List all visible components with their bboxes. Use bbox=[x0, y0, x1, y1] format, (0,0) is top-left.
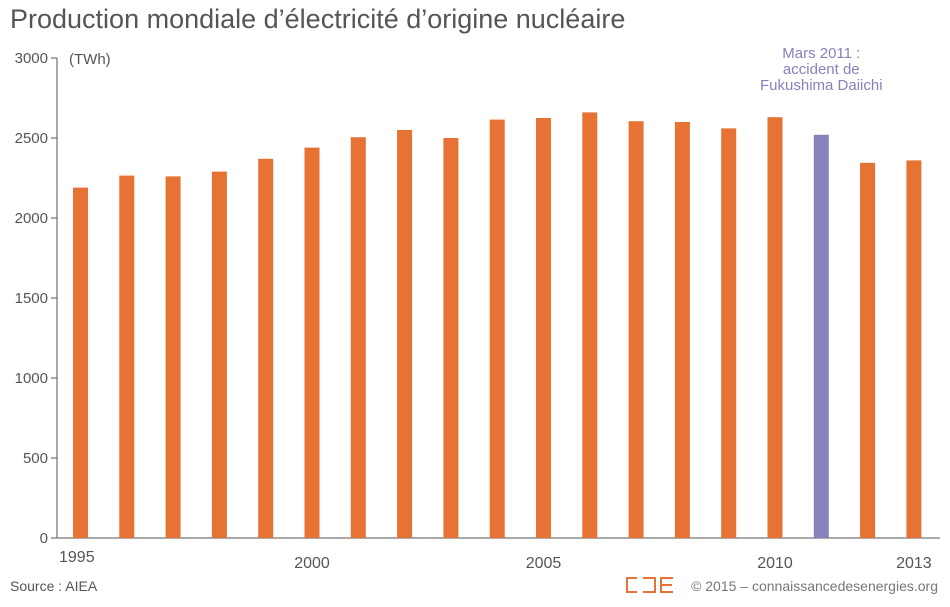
bar bbox=[165, 176, 181, 538]
x-tick-label: 2005 bbox=[526, 555, 562, 572]
x-tick-label: 2013 bbox=[896, 555, 932, 572]
bar bbox=[767, 117, 783, 538]
copyright-note: © 2015 – connaissancedesenergies.org bbox=[691, 578, 938, 594]
bar bbox=[582, 112, 598, 539]
y-tick-label: 2000 bbox=[15, 210, 48, 227]
bar bbox=[628, 121, 644, 538]
source-note: Source : AIEA bbox=[10, 578, 98, 594]
bar bbox=[536, 118, 551, 538]
bar bbox=[721, 128, 737, 538]
bar bbox=[443, 138, 459, 538]
bar bbox=[73, 187, 88, 538]
y-tick-label: 1500 bbox=[15, 290, 48, 307]
bar bbox=[397, 130, 413, 538]
annotation-line: accident de bbox=[783, 61, 860, 78]
bars-group bbox=[73, 112, 922, 539]
y-unit-label: (TWh) bbox=[69, 51, 111, 68]
bar bbox=[119, 175, 135, 538]
y-tick-label: 2500 bbox=[15, 130, 48, 147]
bar bbox=[489, 119, 505, 538]
y-axis: 0 500 1000 1500 2000 2500 3000 (TWh) bbox=[15, 50, 111, 547]
chart-title: Production mondiale d’électricité d’orig… bbox=[10, 4, 626, 34]
bar bbox=[258, 158, 274, 539]
bar bbox=[860, 162, 876, 539]
y-tick-label: 3000 bbox=[15, 50, 48, 67]
x-tick-label: 2000 bbox=[294, 555, 330, 572]
x-axis: 1995 2000 2005 2010 2013 bbox=[57, 537, 940, 572]
y-tick-label: 0 bbox=[40, 530, 48, 547]
annotation-line: Mars 2011 : bbox=[782, 45, 860, 62]
x-tick-label: 1995 bbox=[59, 549, 95, 566]
x-tick-label: 2010 bbox=[757, 555, 793, 572]
bar-highlight bbox=[813, 134, 829, 539]
bar bbox=[304, 147, 320, 538]
annotation-line: Fukushima Daiichi bbox=[760, 77, 883, 94]
y-tick-label: 1000 bbox=[15, 370, 48, 387]
bar bbox=[211, 171, 227, 538]
y-tick-label: 500 bbox=[23, 450, 48, 467]
cde-logo-icon bbox=[626, 577, 673, 593]
bar bbox=[350, 137, 366, 538]
bar bbox=[906, 160, 922, 538]
bar bbox=[674, 122, 690, 538]
